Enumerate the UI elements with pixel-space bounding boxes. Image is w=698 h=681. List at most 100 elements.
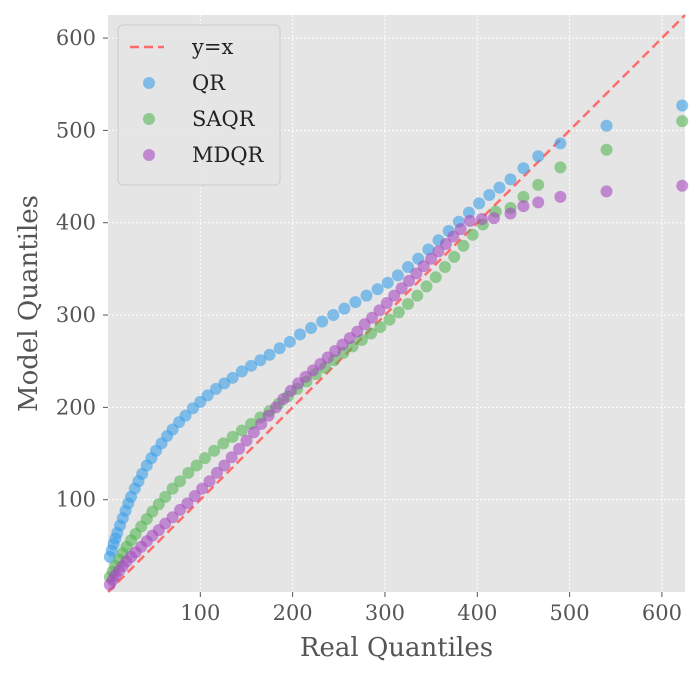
mdqr-point: [380, 297, 393, 310]
x-tick-label: 400: [457, 601, 497, 625]
saqr-point: [374, 321, 387, 334]
x-tick-label: 300: [365, 601, 405, 625]
qr-point: [483, 189, 496, 202]
qr-point: [554, 137, 567, 150]
y-axis-label: Model Quantiles: [14, 195, 44, 412]
mdqr-point: [395, 282, 408, 295]
y-tick-label: 200: [56, 395, 96, 419]
y-tick-label: 400: [56, 211, 96, 235]
legend-label-y-equals-x: y=x: [191, 35, 233, 59]
x-axis-label: Real Quantiles: [300, 633, 493, 663]
mdqr-point: [439, 237, 452, 250]
mdqr-point: [247, 426, 260, 439]
qr-point: [371, 283, 384, 296]
x-tick-label: 600: [642, 601, 682, 625]
qr-point: [391, 269, 404, 282]
qr-point: [532, 150, 545, 163]
mdqr-point: [410, 267, 423, 280]
saqr-point: [190, 459, 203, 472]
saqr-point: [532, 178, 545, 191]
x-tick-label: 100: [180, 601, 220, 625]
saqr-point: [208, 444, 221, 457]
y-tick-label: 300: [56, 303, 96, 327]
qr-point: [676, 99, 689, 112]
saqr-point: [402, 297, 415, 310]
mdqr-point: [402, 274, 415, 287]
mdqr-point: [255, 417, 268, 430]
mdqr-point: [373, 304, 386, 317]
saqr-point: [457, 239, 470, 252]
qr-point: [360, 289, 373, 302]
saqr-point: [517, 190, 530, 203]
mdqr-point: [366, 311, 379, 324]
saqr-point: [429, 271, 442, 284]
mdqr-point: [504, 207, 517, 220]
series-saqr: [103, 115, 689, 584]
mdqr-point: [417, 260, 430, 273]
qr-point: [493, 181, 506, 194]
legend-label-mdqr: MDQR: [192, 143, 265, 167]
mdqr-point: [203, 475, 216, 488]
qr-point: [245, 359, 258, 372]
saqr-point: [235, 424, 248, 437]
saqr-point: [554, 161, 567, 174]
saqr-point: [676, 115, 689, 128]
qr-point: [349, 296, 362, 309]
mdqr-point: [517, 200, 530, 213]
saqr-point: [159, 490, 172, 503]
mdqr-point: [196, 482, 209, 495]
mdqr-point: [351, 325, 364, 338]
saqr-point: [411, 289, 424, 302]
mdqr-point: [454, 223, 467, 236]
saqr-point: [198, 452, 211, 465]
legend-swatch-mdqr: [143, 149, 155, 161]
mdqr-point: [600, 185, 613, 198]
series-qr: [103, 99, 689, 563]
x-tick-label: 200: [273, 601, 313, 625]
mdqr-point: [188, 489, 201, 502]
mdqr-point: [166, 511, 179, 524]
y-tick-label: 100: [56, 488, 96, 512]
qr-point: [305, 321, 318, 334]
qr-point: [402, 261, 415, 274]
mdqr-point: [388, 289, 401, 302]
mdqr-point: [181, 497, 194, 510]
mdqr-point: [218, 459, 231, 472]
qr-point: [600, 119, 613, 132]
qr-point: [226, 371, 239, 384]
mdqr-point: [447, 230, 460, 243]
mdqr-point: [432, 245, 445, 258]
saqr-point: [365, 327, 378, 340]
saqr-point: [420, 280, 433, 293]
qr-point: [235, 365, 248, 378]
qr-point: [263, 348, 276, 361]
saqr-point: [438, 261, 451, 274]
qr-point: [254, 354, 267, 367]
legend-swatch-qr: [143, 77, 155, 89]
legend: y=x QR SAQR MDQR: [117, 24, 281, 186]
legend-label-saqr: SAQR: [192, 107, 256, 131]
mdqr-point: [233, 442, 246, 455]
x-tick-label: 500: [550, 601, 590, 625]
mdqr-point: [284, 384, 297, 397]
saqr-point: [466, 228, 479, 241]
mdqr-point: [262, 409, 275, 422]
qr-point: [504, 173, 517, 186]
qr-point: [294, 328, 307, 341]
qr-point: [179, 409, 192, 422]
reference-line-layer: [107, 14, 686, 593]
mdqr-point: [487, 212, 500, 225]
legend-swatch-saqr: [143, 113, 155, 125]
tick-labels: 100 200 300 400 500 600 100 200 300 400 500 600: [56, 26, 682, 625]
mdqr-point: [463, 214, 476, 227]
mdqr-point: [240, 434, 253, 447]
data-points-layer: [103, 99, 689, 591]
mdqr-point: [554, 190, 567, 203]
saqr-point: [217, 437, 230, 450]
qr-point: [422, 243, 435, 256]
qr-point: [316, 315, 329, 328]
legend-box: [117, 24, 281, 186]
saqr-point: [392, 306, 405, 319]
saqr-point: [226, 430, 239, 443]
series-mdqr: [103, 179, 689, 591]
